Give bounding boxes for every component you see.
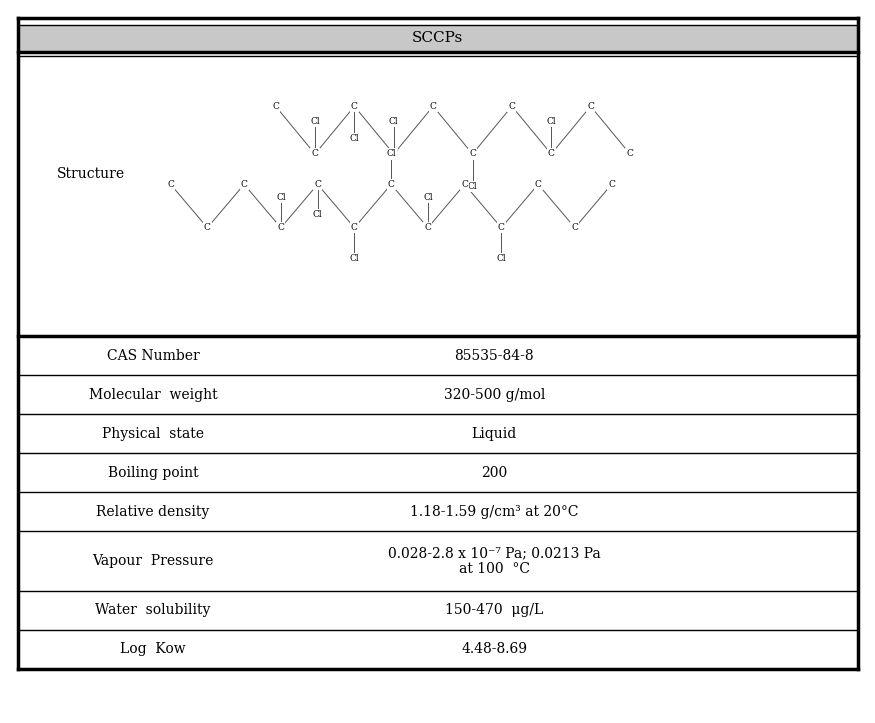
- Text: Cl: Cl: [546, 117, 556, 126]
- Text: Molecular  weight: Molecular weight: [89, 388, 218, 402]
- Text: Relative density: Relative density: [96, 505, 210, 519]
- Text: Cl: Cl: [497, 254, 506, 262]
- Text: 200: 200: [481, 466, 508, 480]
- Text: C: C: [272, 102, 279, 111]
- Text: C: C: [535, 180, 542, 189]
- Text: C: C: [204, 223, 211, 232]
- Text: 4.48-8.69: 4.48-8.69: [461, 642, 528, 656]
- Text: C: C: [390, 150, 397, 158]
- Text: C: C: [571, 223, 578, 232]
- Text: CAS Number: CAS Number: [107, 348, 200, 363]
- Text: Boiling point: Boiling point: [108, 466, 199, 480]
- Text: C: C: [508, 102, 515, 111]
- Text: Log  Kow: Log Kow: [121, 642, 186, 656]
- Text: 0.028-2.8 x 10⁻⁷ Pa; 0.0213 Pa
at 100  °C: 0.028-2.8 x 10⁻⁷ Pa; 0.0213 Pa at 100 °C: [388, 546, 601, 576]
- Text: SCCPs: SCCPs: [412, 31, 463, 45]
- Text: Cl: Cl: [311, 117, 320, 126]
- Text: C: C: [587, 102, 594, 111]
- Text: Cl: Cl: [387, 150, 396, 158]
- Text: C: C: [430, 102, 437, 111]
- Text: C: C: [424, 223, 431, 232]
- Text: C: C: [608, 180, 615, 189]
- Text: Cl: Cl: [350, 254, 360, 262]
- Text: C: C: [312, 150, 318, 158]
- Text: C: C: [277, 223, 284, 232]
- Text: C: C: [351, 223, 358, 232]
- Text: C: C: [241, 180, 248, 189]
- Text: Cl: Cl: [388, 117, 399, 126]
- Text: C: C: [498, 223, 505, 232]
- Text: C: C: [548, 150, 555, 158]
- Text: Vapour  Pressure: Vapour Pressure: [93, 554, 214, 568]
- Bar: [18, 25, 858, 51]
- Text: Cl: Cl: [313, 210, 323, 219]
- Text: Cl: Cl: [276, 193, 285, 202]
- Text: Liquid: Liquid: [472, 427, 517, 441]
- Text: Structure: Structure: [57, 166, 125, 181]
- Text: 1.18-1.59 g/cm³ at 20°C: 1.18-1.59 g/cm³ at 20°C: [410, 505, 578, 519]
- Text: Water  solubility: Water solubility: [95, 603, 211, 617]
- Text: C: C: [167, 180, 174, 189]
- Text: 150-470  μg/L: 150-470 μg/L: [445, 603, 543, 617]
- Text: C: C: [461, 180, 468, 189]
- Text: 85535-84-8: 85535-84-8: [455, 348, 534, 363]
- Text: C: C: [388, 180, 395, 189]
- Text: C: C: [314, 180, 321, 189]
- Text: Physical  state: Physical state: [102, 427, 204, 441]
- Text: 320-500 g/mol: 320-500 g/mol: [444, 388, 545, 402]
- Text: Cl: Cl: [468, 182, 478, 191]
- Text: C: C: [351, 102, 358, 111]
- Text: C: C: [626, 150, 634, 158]
- Text: Cl: Cl: [350, 134, 360, 143]
- Text: C: C: [469, 150, 476, 158]
- Text: Cl: Cl: [424, 193, 433, 202]
